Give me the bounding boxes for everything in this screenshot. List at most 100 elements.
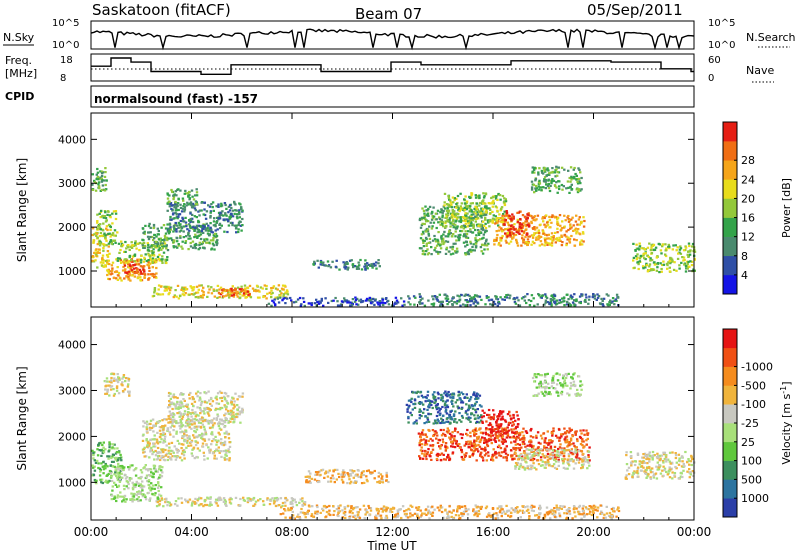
echo-cell — [230, 294, 234, 297]
echo-cell — [538, 294, 541, 297]
echo-cell — [100, 481, 103, 484]
echo-cell — [222, 288, 225, 291]
echo-cell — [434, 422, 437, 425]
echo-cell — [92, 457, 95, 460]
echo-cell — [175, 430, 178, 433]
echo-cell — [570, 218, 573, 221]
echo-cell — [449, 201, 452, 204]
echo-cell — [305, 479, 308, 482]
echo-cell — [138, 268, 142, 271]
echo-cell — [537, 238, 540, 241]
echo-cell — [109, 228, 112, 231]
echo-cell — [148, 266, 151, 269]
echo-cell — [435, 408, 439, 411]
echo-cell — [448, 300, 451, 304]
echo-cell — [593, 294, 596, 297]
echo-cell — [151, 266, 154, 269]
echo-cell — [325, 470, 328, 473]
echo-cell — [473, 300, 476, 304]
echo-cell — [436, 403, 439, 406]
echo-cell — [198, 399, 201, 402]
echo-cell — [191, 217, 194, 220]
echo-cell — [521, 237, 524, 240]
echo-cell — [173, 294, 176, 297]
echo-cell — [685, 267, 688, 270]
nave-tick-top: 60 — [708, 55, 721, 66]
echo-cell — [148, 269, 151, 272]
echo-cell — [296, 515, 299, 518]
echo-cell — [161, 293, 165, 296]
echo-cell — [184, 292, 187, 295]
echo-cell — [106, 390, 109, 393]
echo-cell — [457, 213, 460, 216]
echo-cell — [649, 257, 652, 260]
echo-cell — [175, 407, 178, 410]
echo-cell — [553, 294, 557, 297]
echo-cell — [113, 473, 116, 476]
echo-cell — [249, 498, 252, 501]
echo-cell — [507, 242, 511, 245]
echo-cell — [119, 453, 122, 456]
echo-cell — [215, 234, 219, 238]
echo-cell — [147, 261, 150, 264]
echo-cell — [553, 231, 557, 234]
echo-cell — [210, 421, 214, 424]
echo-cell — [201, 445, 205, 448]
echo-cell — [160, 486, 163, 489]
echo-cell — [486, 248, 489, 251]
echo-cell — [171, 455, 174, 458]
echo-cell — [682, 256, 686, 259]
echo-cell — [513, 223, 516, 226]
echo-cell — [488, 207, 491, 210]
echo-cell — [506, 232, 509, 235]
echo-cell — [650, 244, 653, 247]
echo-cell — [513, 234, 516, 237]
echo-cell — [106, 250, 110, 253]
echo-cell — [237, 230, 240, 234]
echo-cell — [147, 469, 150, 472]
echo-cell — [169, 392, 172, 395]
echo-cell — [159, 237, 163, 240]
echo-cell — [104, 448, 107, 451]
echo-cell — [111, 222, 114, 225]
echo-cell — [262, 500, 265, 503]
echo-cell — [329, 266, 333, 269]
echo-cell — [192, 404, 195, 407]
echo-cell — [153, 273, 156, 276]
echo-cell — [341, 473, 344, 476]
echo-cell — [469, 202, 473, 205]
echo-cell — [566, 216, 569, 219]
echo-cell — [310, 303, 313, 307]
echo-cell — [160, 457, 163, 460]
echo-cell — [325, 505, 329, 508]
echo-cell — [407, 417, 410, 420]
echo-cell — [632, 242, 635, 245]
echo-cell — [239, 395, 242, 398]
echo-cell — [444, 240, 448, 243]
echo-cell — [104, 220, 108, 223]
echo-cell — [176, 400, 179, 403]
echo-cell — [157, 451, 160, 454]
echo-cell — [106, 270, 110, 273]
echo-cell — [225, 289, 229, 292]
echo-cell — [502, 221, 505, 224]
echo-cell — [158, 253, 161, 256]
echo-cell — [116, 476, 119, 479]
echo-cell — [188, 223, 191, 226]
echo-cell — [441, 395, 444, 398]
echo-cell — [197, 498, 200, 501]
echo-cell — [452, 296, 455, 299]
echo-cell — [177, 297, 181, 300]
echo-cell — [565, 187, 568, 190]
echo-cell — [379, 473, 383, 476]
echo-cell — [332, 513, 335, 516]
echo-cell — [577, 228, 580, 231]
echo-cell — [219, 211, 222, 214]
echo-cell — [550, 304, 553, 307]
echo-cell — [509, 235, 512, 238]
echo-cell — [420, 414, 423, 418]
echo-cell — [437, 231, 440, 234]
echo-cell — [534, 228, 537, 231]
echo-cell — [573, 244, 577, 247]
